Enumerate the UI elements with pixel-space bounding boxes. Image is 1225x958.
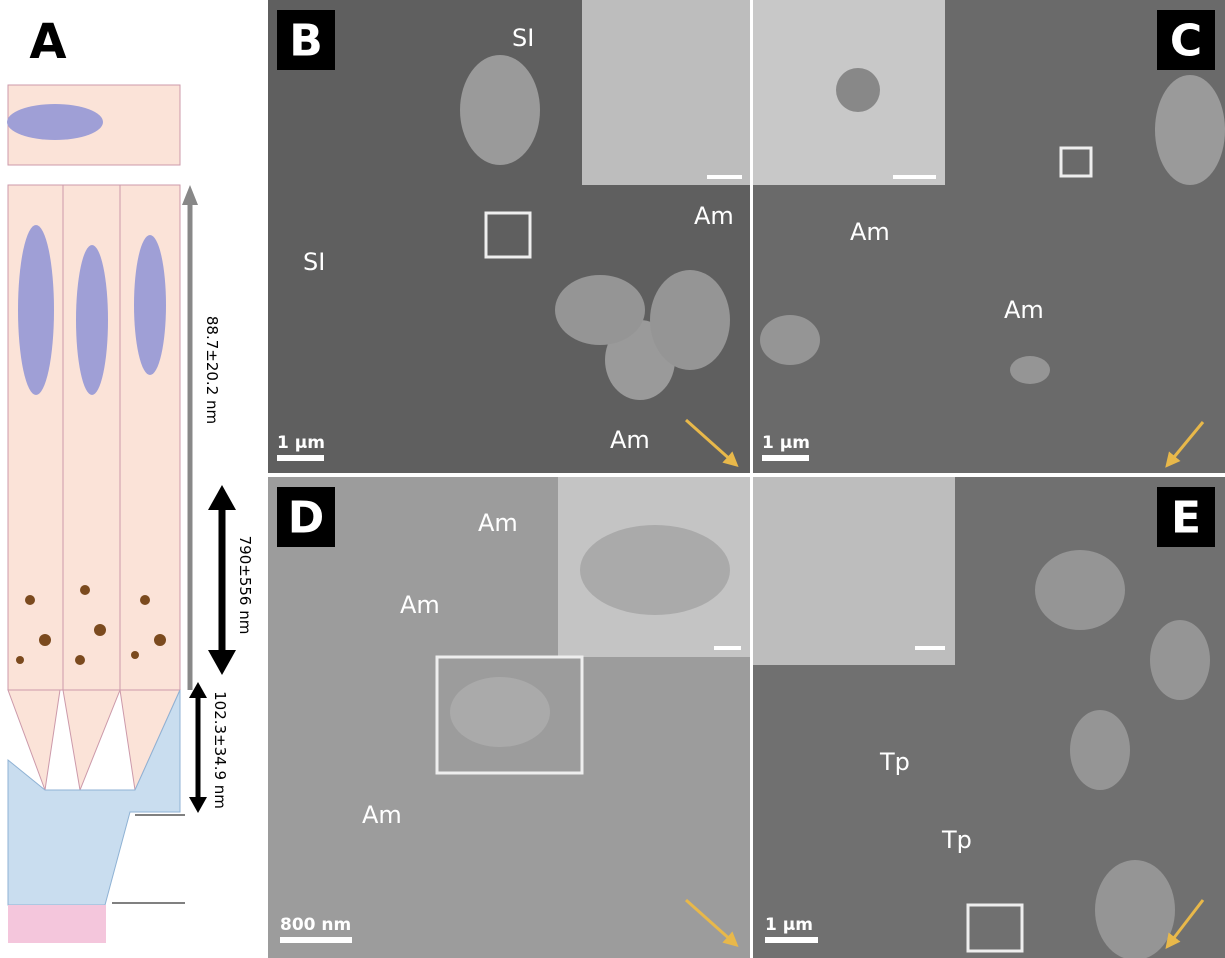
panel-e xyxy=(753,477,1225,958)
scale-bar-label: 1 µm xyxy=(277,433,325,453)
panel-c xyxy=(753,0,1225,473)
nucleus xyxy=(18,225,54,395)
nucleus xyxy=(134,235,166,375)
dimension-label: 790±556 nm xyxy=(236,536,254,635)
scale-bar-label: 800 nm xyxy=(280,915,351,935)
panel-label: C xyxy=(1170,16,1202,67)
annotation: Tp xyxy=(879,748,910,776)
nucleus xyxy=(76,245,108,395)
scale-bar-label: 1 µm xyxy=(765,915,813,935)
panel-label: D xyxy=(288,493,325,544)
panel-b xyxy=(268,0,750,473)
figure: A 88.7±20.2 nm 790±556 nm 102.3±34.9 nm xyxy=(0,0,1225,958)
annotation: Am xyxy=(610,426,650,454)
dimension-label: 102.3±34.9 nm xyxy=(211,691,229,809)
annotation: Am xyxy=(850,218,890,246)
dimension-label: 88.7±20.2 nm xyxy=(203,316,221,424)
nucleus xyxy=(7,104,103,140)
annotation: Am xyxy=(694,202,734,230)
annotation: SI xyxy=(512,24,534,52)
annotation: Am xyxy=(400,591,440,619)
dentin xyxy=(8,905,106,943)
panel-d xyxy=(268,477,750,958)
panel-label: E xyxy=(1171,493,1201,544)
annotation: SI xyxy=(303,248,325,276)
annotation: Am xyxy=(478,509,518,537)
annotation: Am xyxy=(362,801,402,829)
panel-label: B xyxy=(289,16,323,67)
panel-a: A 88.7±20.2 nm 790±556 nm 102.3±34.9 nm xyxy=(7,14,254,943)
panel-label: A xyxy=(29,14,66,70)
annotation: Tp xyxy=(941,826,972,854)
annotation: Am xyxy=(1004,296,1044,324)
scale-bar-label: 1 µm xyxy=(762,433,810,453)
